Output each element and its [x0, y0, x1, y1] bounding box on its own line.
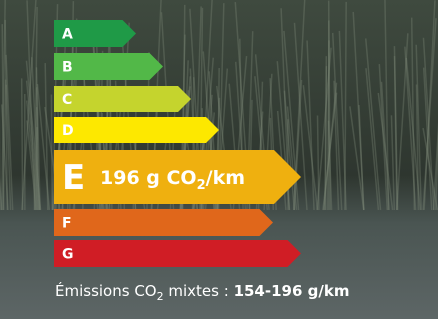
class-letter: G — [62, 247, 74, 263]
class-arrow — [54, 209, 273, 236]
emission-number: 196 g CO — [100, 167, 197, 189]
caption-mid: mixtes : — [164, 282, 234, 300]
class-arrow — [54, 86, 191, 112]
caption-prefix: Émissions CO — [55, 281, 157, 300]
class-arrow — [54, 240, 301, 267]
class-letter: F — [62, 216, 72, 232]
class-letter: C — [62, 92, 72, 108]
class-letter: D — [62, 123, 74, 139]
caption-value: 154-196 g/km — [234, 282, 350, 300]
caption-subscript: 2 — [157, 290, 164, 303]
emission-unit: /km — [206, 167, 245, 189]
class-letter: E — [62, 158, 85, 198]
class-arrow — [54, 117, 219, 143]
emission-subscript: 2 — [197, 178, 206, 193]
energy-label: ABCDE196 g CO2/kmFG Émissions CO2 mixtes… — [0, 0, 438, 319]
caption: Émissions CO2 mixtes : 154-196 g/km — [55, 281, 349, 303]
class-letter: A — [62, 27, 73, 43]
page: ABCDE196 g CO2/kmFG Émissions CO2 mixtes… — [0, 0, 438, 319]
class-letter: B — [62, 60, 73, 76]
